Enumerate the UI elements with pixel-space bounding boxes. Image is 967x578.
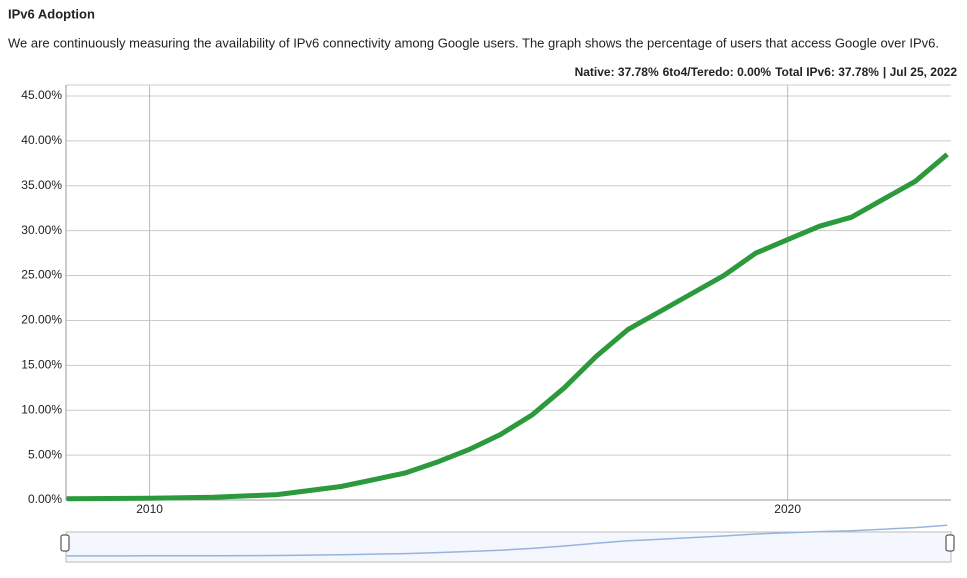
chart-title: IPv6 Adoption bbox=[8, 6, 95, 21]
y-tick-label: 30.00% bbox=[21, 223, 62, 237]
y-tick-label: 15.00% bbox=[21, 358, 62, 372]
navigator-handle[interactable] bbox=[945, 534, 955, 552]
x-tick-label: 2020 bbox=[774, 502, 801, 516]
y-tick-label: 40.00% bbox=[21, 133, 62, 147]
y-tick-label: 5.00% bbox=[28, 447, 62, 461]
y-tick-label: 35.00% bbox=[21, 178, 62, 192]
navigator[interactable] bbox=[65, 531, 952, 563]
y-tick-label: 45.00% bbox=[21, 88, 62, 102]
y-tick-label: 25.00% bbox=[21, 268, 62, 282]
y-tick-label: 20.00% bbox=[21, 313, 62, 327]
navigator-handle[interactable] bbox=[60, 534, 70, 552]
series-line bbox=[66, 152, 949, 502]
chart-subtitle: We are continuously measuring the availa… bbox=[8, 35, 939, 50]
legend-entry: Native: 37.78% bbox=[575, 65, 659, 79]
navigator-line bbox=[66, 524, 948, 557]
legend-entry: 6to4/Teredo: 0.00% bbox=[663, 65, 772, 79]
y-tick-label: 0.00% bbox=[28, 492, 62, 506]
x-tick-label: 2010 bbox=[136, 502, 163, 516]
legend: Native: 37.78% 6to4/Teredo: 0.00% Total IP… bbox=[575, 65, 958, 79]
y-tick-label: 10.00% bbox=[21, 402, 62, 416]
legend-entry: | Jul 25, 2022 bbox=[883, 65, 957, 79]
legend-entry: Total IPv6: 37.78% bbox=[775, 65, 879, 79]
